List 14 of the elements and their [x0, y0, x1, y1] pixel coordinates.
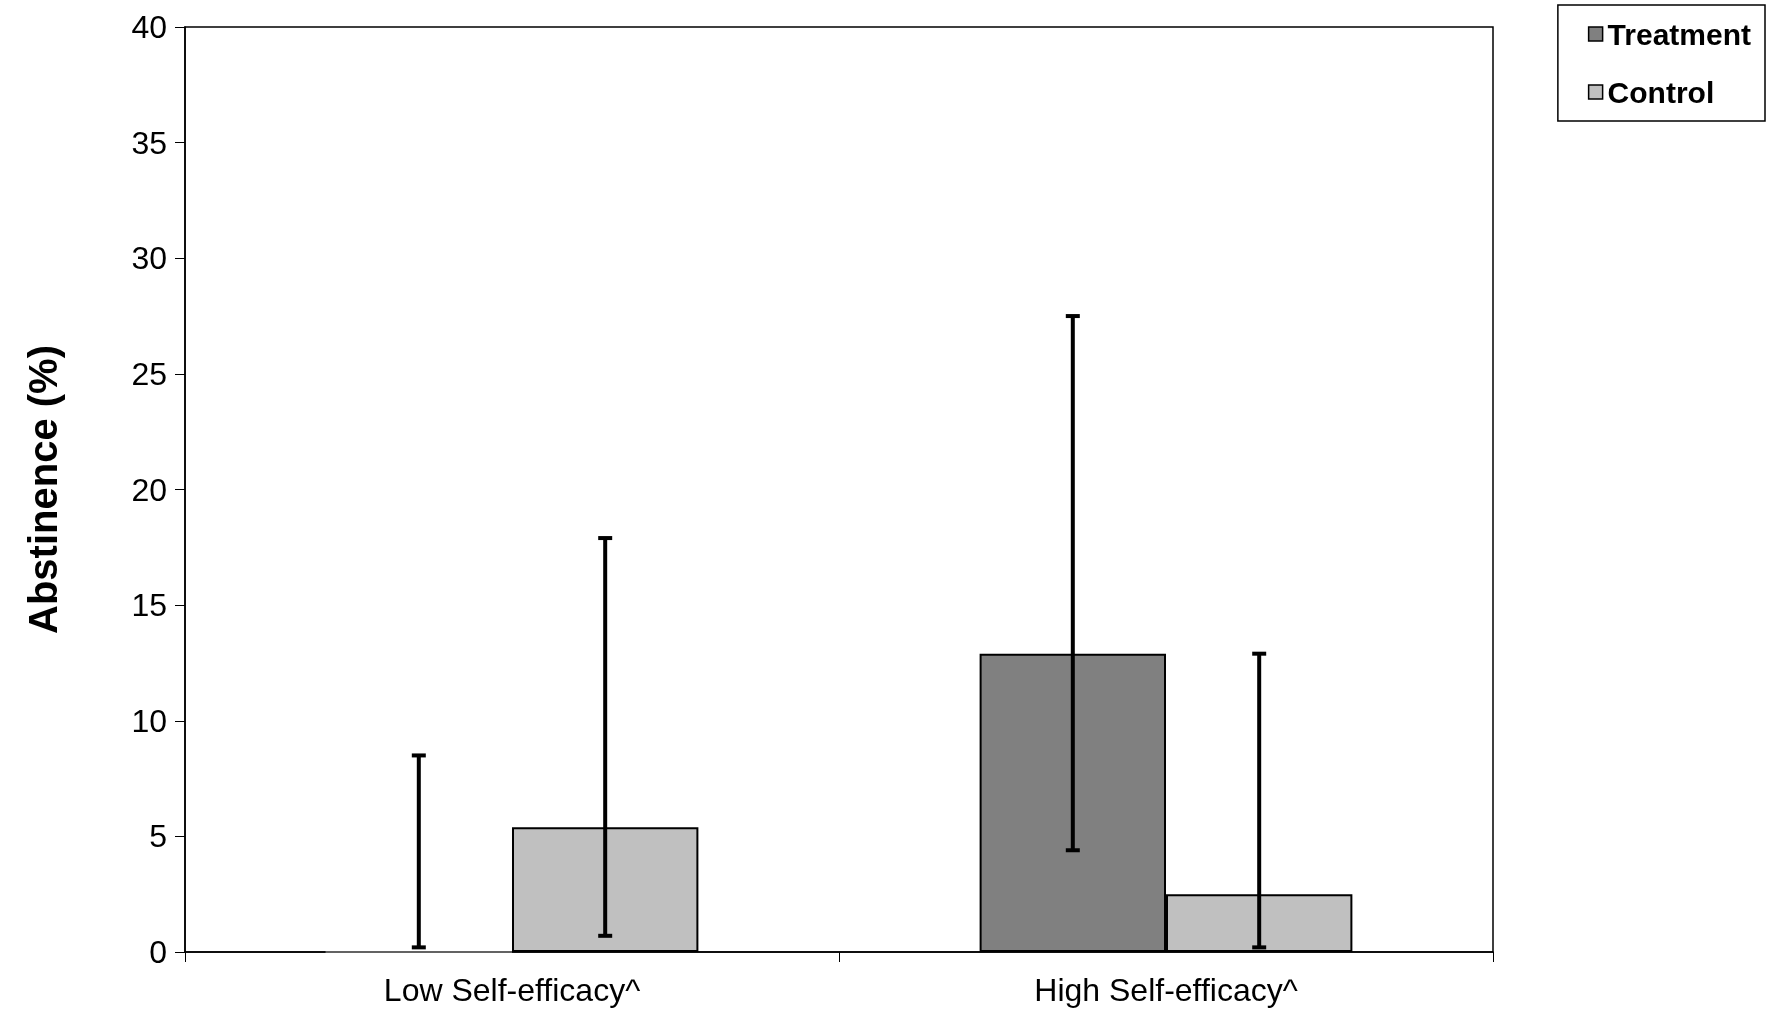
x-tick-label: Low Self-efficacy^	[383, 972, 641, 1008]
y-tick-label: 30	[131, 240, 167, 277]
y-tick-label: 10	[131, 702, 167, 739]
x-tick-label: High Self-efficacy^	[1034, 972, 1298, 1008]
y-axis-title: Abstinence (%)	[21, 345, 65, 634]
y-tick-label: 25	[131, 355, 167, 392]
y-tick-label: 35	[131, 124, 167, 161]
y-tick-label: 5	[149, 818, 167, 855]
y-tick-label: 0	[149, 934, 167, 970]
y-tick-label: 20	[131, 471, 167, 508]
y-tick-label: 40	[131, 9, 167, 45]
legend-label: Control	[1607, 75, 1715, 109]
legend-label: Treatment	[1607, 17, 1752, 51]
y-tick-label: 15	[131, 587, 167, 624]
